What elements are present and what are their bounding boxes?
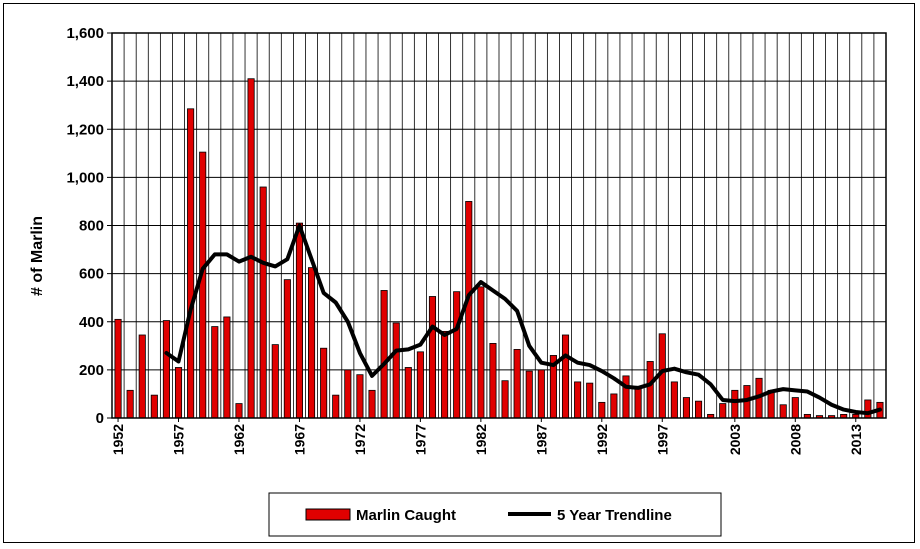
trendline-series [164, 223, 882, 416]
x-tick-label: 1957 [171, 424, 187, 455]
bar-1970 [332, 394, 340, 419]
y-tick-label: 800 [79, 218, 104, 235]
bar-1990 [574, 381, 582, 419]
bar-1987 [537, 369, 545, 419]
y-tick-label: 1,600 [66, 25, 104, 42]
bar-1973 [368, 389, 376, 419]
bar-1957 [174, 367, 183, 419]
x-tick-label: 1997 [654, 424, 670, 455]
x-tick-label: 1967 [291, 424, 307, 455]
bar-2008 [791, 397, 799, 419]
bar-1960 [211, 326, 219, 419]
bar-1956 [162, 320, 170, 419]
x-tick-label: 1952 [110, 424, 126, 455]
bar-1977 [416, 351, 424, 419]
bar-1975 [392, 322, 400, 419]
bar-2014 [864, 399, 872, 419]
x-tick-label: 2013 [848, 424, 864, 455]
bar-1994 [622, 375, 630, 419]
bar-1983 [489, 343, 497, 419]
bar-1993 [610, 393, 618, 419]
x-tick-label: 2003 [727, 424, 743, 455]
bar-1961 [223, 316, 231, 419]
y-tick-label: 1,400 [66, 73, 104, 90]
bar-1989 [561, 334, 570, 419]
bar-1985 [513, 349, 521, 419]
y-tick-label: 600 [79, 266, 104, 283]
y-tick-label: 1,200 [66, 121, 104, 138]
marlin-chart: 0 200 400 600 800 1,000 1,200 1,400 1,600 1952 195… [29, 25, 887, 537]
bar-1982 [477, 286, 485, 419]
bar-1969 [320, 347, 328, 419]
bar-1984 [501, 380, 509, 419]
bar-1954 [138, 334, 146, 419]
bar-1999 [682, 397, 690, 419]
bar-1998 [670, 381, 678, 419]
bar-1965 [271, 344, 279, 419]
legend: Marlin Caught 5 Year Trendline [268, 492, 722, 537]
bar-1953 [126, 389, 134, 419]
bar-1976 [404, 367, 412, 419]
bar-1952 [114, 318, 122, 419]
bar-1964 [259, 186, 267, 419]
legend-label-trendline: 5 Year Trendline [557, 507, 672, 524]
bar-series [114, 78, 884, 419]
bar-1996 [646, 361, 654, 419]
bar-1962 [235, 403, 243, 419]
bar-1971 [344, 369, 352, 419]
bar-1980 [453, 291, 461, 419]
legend-label-marlin-caught: Marlin Caught [356, 507, 456, 524]
y-tick-label: 0 [96, 410, 104, 427]
bar-1979 [441, 330, 449, 419]
x-tick-label: 1962 [231, 424, 247, 455]
y-tick-label: 400 [79, 314, 104, 331]
trendline-path [164, 223, 882, 416]
bar-1959 [199, 151, 207, 419]
bar-2002 [719, 403, 727, 419]
x-tick-label: 2008 [787, 424, 803, 455]
y-tick-label: 200 [79, 362, 104, 379]
bar-1986 [525, 370, 533, 419]
y-tick-label: 1,000 [66, 169, 104, 186]
x-tick-label: 1972 [352, 424, 368, 455]
bar-1978 [428, 296, 437, 419]
bar-1981 [465, 201, 473, 419]
bar-1995 [634, 386, 642, 419]
x-tick-label: 1992 [594, 424, 610, 455]
bar-1968 [308, 267, 316, 419]
bar-1963 [247, 78, 255, 419]
axes: 0 200 400 600 800 1,000 1,200 1,400 1,600 1952 195… [66, 25, 887, 455]
x-tick-label: 1982 [473, 424, 489, 455]
legend-swatch-marlin-caught [305, 508, 351, 521]
bar-1967 [295, 222, 303, 419]
bar-1955 [150, 394, 158, 419]
x-tick-label: 1987 [533, 424, 549, 455]
y-axis-title: # of Marlin [29, 216, 46, 296]
x-tick-label: 1977 [412, 424, 428, 455]
bar-2000 [695, 400, 703, 419]
bar-2007 [779, 404, 787, 419]
bar-1972 [356, 374, 364, 419]
bar-1966 [283, 279, 291, 419]
chart-frame: 0 200 400 600 800 1,000 1,200 1,400 1,600 1952 195… [3, 3, 915, 543]
bar-1958 [187, 108, 195, 419]
bar-1992 [598, 401, 606, 419]
bar-1974 [380, 290, 388, 419]
bar-1991 [586, 382, 594, 419]
bar-2003 [731, 389, 739, 419]
